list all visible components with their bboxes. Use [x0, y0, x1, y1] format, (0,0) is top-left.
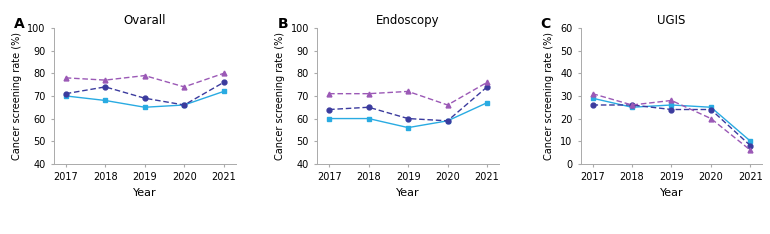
Text: C: C: [541, 17, 551, 31]
X-axis label: Year: Year: [397, 188, 420, 198]
Y-axis label: Cancer screening rate (%): Cancer screening rate (%): [275, 32, 285, 160]
Title: Endoscopy: Endoscopy: [377, 14, 440, 27]
X-axis label: Year: Year: [660, 188, 683, 198]
Text: B: B: [277, 17, 288, 31]
X-axis label: Year: Year: [133, 188, 156, 198]
Y-axis label: Cancer screening rate (%): Cancer screening rate (%): [12, 32, 22, 160]
Y-axis label: Cancer screening rate (%): Cancer screening rate (%): [544, 32, 554, 160]
Title: UGIS: UGIS: [658, 14, 685, 27]
Title: Ovarall: Ovarall: [123, 14, 166, 27]
Text: A: A: [14, 17, 25, 31]
